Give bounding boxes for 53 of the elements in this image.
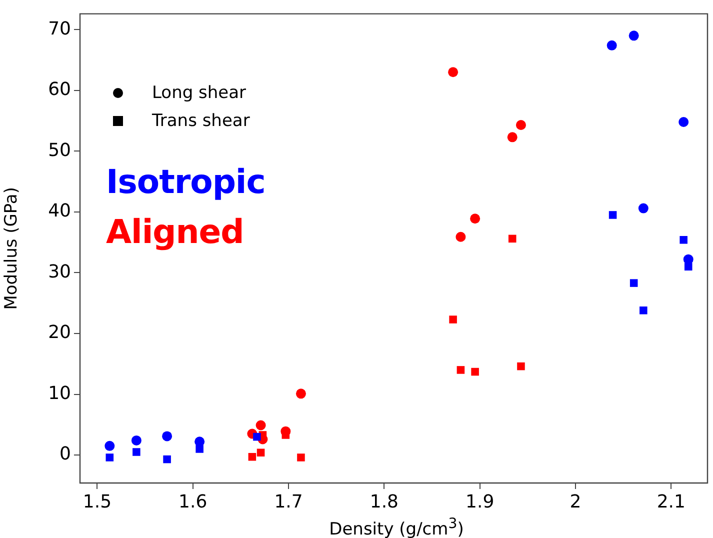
y-axis-title: Modulus (GPa) — [2, 187, 22, 310]
point — [638, 203, 648, 214]
point — [449, 316, 457, 324]
annotation: Trans shear — [152, 110, 250, 132]
y-tick-label: 60 — [48, 79, 71, 100]
point — [507, 132, 518, 142]
y-tick-label: 70 — [48, 18, 71, 40]
point — [606, 40, 617, 50]
point — [296, 388, 306, 399]
x-tick-label: 1.6 — [178, 491, 208, 512]
annotation: Long shear — [152, 82, 246, 104]
x-tick-label: 1.7 — [274, 491, 303, 512]
point — [508, 234, 516, 243]
point — [106, 454, 114, 462]
point — [256, 448, 265, 456]
point — [456, 366, 465, 374]
y-tick-label: 10 — [48, 382, 71, 404]
y-tick-label: 0 — [60, 444, 71, 465]
point — [131, 435, 142, 446]
y-tick-label: 20 — [48, 322, 71, 344]
point — [640, 306, 648, 314]
point — [162, 431, 172, 442]
point — [132, 448, 140, 456]
point — [104, 440, 115, 451]
x-tick-label: 1.8 — [370, 491, 399, 512]
x-tick-label: 2.1 — [656, 491, 686, 512]
point — [630, 279, 638, 287]
point — [471, 368, 479, 376]
point — [163, 455, 171, 464]
point — [456, 232, 466, 242]
point — [448, 67, 458, 78]
point — [253, 432, 261, 441]
y-tick-label: 30 — [48, 261, 71, 282]
y-tick-label: 40 — [48, 200, 71, 222]
point — [678, 116, 689, 127]
x-tick-label: 2 — [570, 491, 582, 512]
point — [297, 454, 305, 462]
annotation: Isotropic — [106, 161, 266, 203]
point — [684, 262, 692, 271]
point — [628, 30, 639, 41]
point — [680, 236, 688, 244]
x-tick-label: 1.5 — [82, 491, 112, 512]
point — [608, 211, 617, 219]
x-tick-label: 1.9 — [466, 491, 494, 512]
point — [196, 445, 204, 453]
point — [470, 214, 480, 224]
x-axis-title: Density (g/cm$^{3}$) — [328, 515, 465, 538]
point — [517, 362, 525, 370]
point — [248, 452, 256, 461]
annotation: Aligned — [106, 211, 244, 253]
point — [256, 420, 266, 430]
y-tick-label: 50 — [48, 140, 71, 161]
point — [516, 120, 526, 130]
